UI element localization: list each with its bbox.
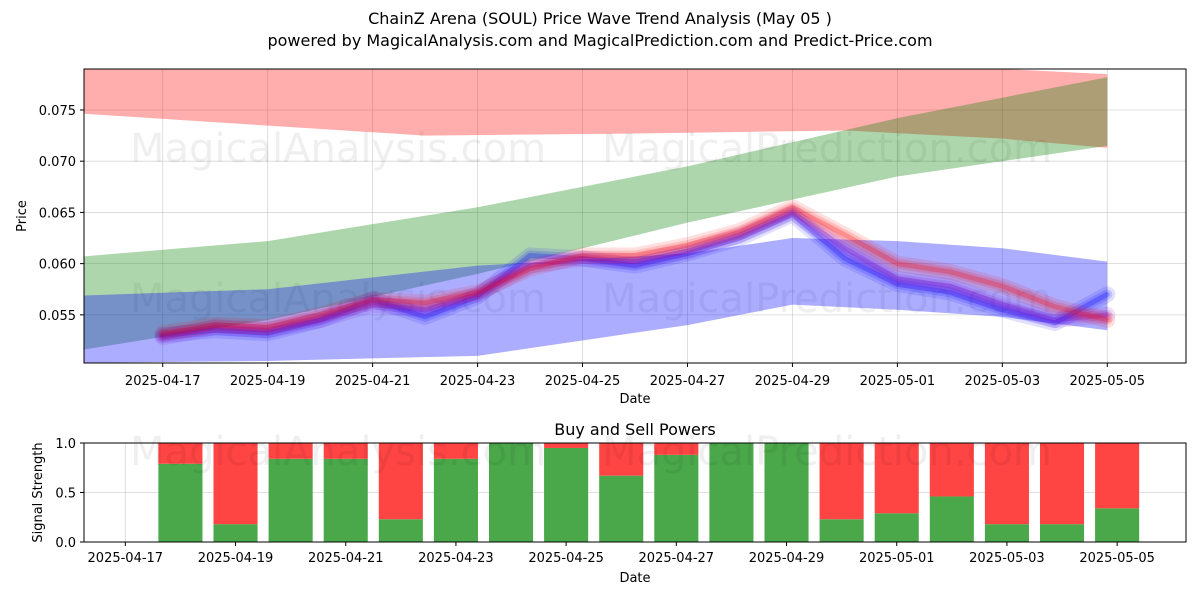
buy-bar — [433, 458, 478, 542]
bottom-x-tick-label: 2025-05-01 — [859, 551, 935, 566]
buy-bar — [599, 475, 644, 542]
bottom-x-tick-label: 2025-04-17 — [88, 551, 164, 566]
bottom-y-tick-label: 0.5 — [55, 487, 76, 502]
buy-bar — [929, 496, 974, 542]
red-wave — [154, 199, 1116, 342]
sell-bar — [1039, 443, 1085, 525]
y-tick-label: 0.075 — [39, 104, 76, 119]
buy-bar — [378, 519, 423, 542]
buy-bar — [984, 524, 1029, 542]
bottom-x-tick-label: 2025-04-27 — [639, 551, 715, 566]
x-tick-label: 2025-04-19 — [230, 374, 306, 389]
x-tick-label: 2025-04-21 — [335, 374, 411, 389]
chart-title: ChainZ Arena (SOUL) Price Wave Trend Ana… — [368, 9, 832, 28]
buy-bar — [819, 519, 864, 542]
x-tick-label: 2025-04-17 — [125, 374, 201, 389]
bottom-y-axis-label: Signal Strength — [31, 442, 46, 542]
red-wave — [160, 204, 1110, 336]
green-trend-band — [84, 77, 1108, 350]
bottom-x-tick-label: 2025-04-21 — [308, 551, 384, 566]
buy-bar — [654, 454, 699, 542]
x-tick-label: 2025-05-03 — [965, 374, 1041, 389]
sell-bar — [1095, 443, 1140, 509]
y-tick-label: 0.065 — [39, 206, 76, 221]
buy-bar — [268, 458, 313, 542]
y-tick-label: 0.070 — [39, 155, 76, 170]
x-axis-label: Date — [619, 392, 650, 407]
x-tick-label: 2025-04-23 — [440, 374, 516, 389]
bottom-x-tick-label: 2025-05-05 — [1079, 551, 1155, 566]
buy-bar — [709, 443, 754, 542]
bottom-x-axis-label: Date — [619, 571, 650, 586]
top-axes-frame — [83, 68, 1187, 364]
bottom-x-tick-label: 2025-04-19 — [198, 551, 274, 566]
purple-wave — [154, 204, 1116, 346]
x-tick-label: 2025-04-29 — [755, 374, 831, 389]
sell-bar — [433, 443, 478, 459]
sell-bar — [158, 443, 203, 464]
chart-subtitle: powered by MagicalAnalysis.com and Magic… — [267, 31, 933, 50]
buy-bar — [488, 443, 534, 542]
buy-bar — [213, 524, 258, 542]
bottom-x-tick-label: 2025-04-29 — [749, 551, 825, 566]
watermark-analysis: MagicalAnalysis.com — [130, 429, 546, 475]
sell-bar — [544, 443, 589, 448]
sell-bar — [819, 443, 864, 520]
sell-bar — [213, 443, 258, 525]
x-tick-label: 2025-04-27 — [650, 374, 726, 389]
buy-bar — [1095, 508, 1140, 542]
plot-area — [84, 69, 1116, 363]
buy-bar — [158, 463, 203, 542]
bottom-x-tick-label: 2025-04-23 — [418, 551, 494, 566]
sell-bar — [654, 443, 699, 455]
blue-lower-band — [84, 238, 1108, 363]
watermark-analysis: MagicalAnalysis.com — [130, 276, 546, 322]
sell-bar — [268, 443, 313, 459]
watermark-prediction: MagicalPrediction.com — [602, 429, 1052, 475]
sell-bar — [929, 443, 974, 497]
sell-bar — [378, 443, 423, 520]
x-tick-label: 2025-05-01 — [860, 374, 936, 389]
red-upper-band — [84, 69, 1108, 148]
sell-bar — [984, 443, 1029, 525]
bottom-x-tick-label: 2025-05-03 — [969, 551, 1045, 566]
x-tick-label: 2025-04-25 — [545, 374, 621, 389]
bottom-y-tick-label: 1.0 — [55, 437, 76, 452]
blue-wave — [154, 206, 1116, 344]
blue-wave — [157, 209, 1113, 341]
buy-bar — [544, 447, 589, 542]
x-tick-label: 2025-05-05 — [1070, 374, 1146, 389]
bottom-y-tick-label: 0.0 — [55, 536, 76, 551]
sell-bar — [874, 443, 919, 514]
watermark-prediction: MagicalPrediction.com — [602, 126, 1052, 172]
purple-wave — [157, 207, 1113, 343]
buy-bar — [1039, 524, 1085, 542]
buy-bar — [874, 513, 919, 542]
buy-bar — [764, 443, 809, 542]
sell-bar — [599, 443, 644, 476]
watermark-prediction: MagicalPrediction.com — [602, 276, 1052, 322]
sell-bar — [323, 443, 368, 459]
bottom-x-tick-label: 2025-04-25 — [528, 551, 604, 566]
blue-wave — [160, 211, 1110, 338]
watermark-analysis: MagicalAnalysis.com — [130, 126, 546, 172]
bottom-chart-title: Buy and Sell Powers — [554, 420, 716, 439]
y-axis-label: Price — [15, 200, 30, 232]
y-tick-label: 0.055 — [39, 309, 76, 324]
purple-wave — [160, 209, 1110, 340]
y-tick-label: 0.060 — [39, 258, 76, 273]
buy-bar — [323, 458, 368, 542]
red-wave — [157, 202, 1113, 339]
